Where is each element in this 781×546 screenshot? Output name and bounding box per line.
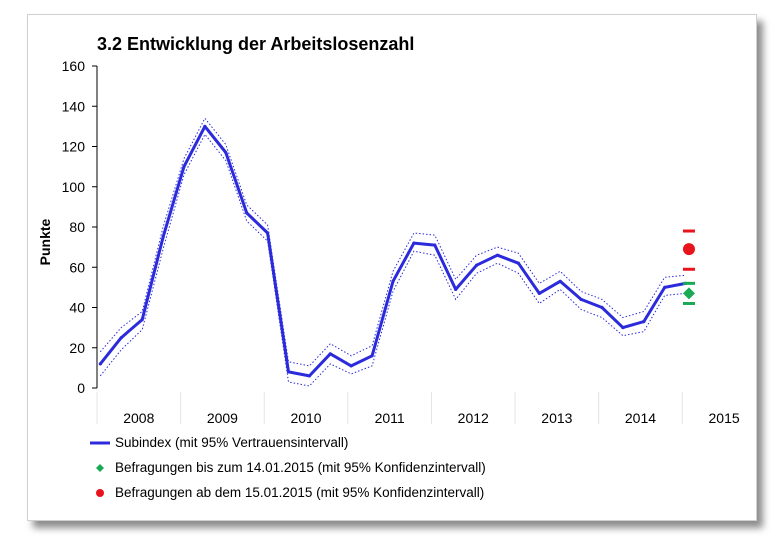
x-tick-label: 2015 (709, 410, 740, 426)
y-tick-label: 60 (69, 259, 85, 275)
subindex-point (265, 231, 270, 235)
chart-title: 3.2 Entwicklung der Arbeitslosenzahl (97, 34, 414, 54)
subindex-point (182, 165, 186, 169)
y-tick-label: 40 (69, 300, 85, 316)
legend-diamond-swatch (96, 464, 104, 472)
legend: Subindex (mit 95% Vertrauensintervall) Be… (90, 435, 486, 500)
x-tick-label: 2011 (375, 410, 405, 426)
chart-card (27, 14, 757, 521)
subindex-point (286, 370, 291, 374)
upper-confidence-line (99, 117, 686, 367)
x-tick-label: 2008 (123, 410, 154, 426)
y-tick-label: 0 (77, 380, 85, 396)
survey-1-diamond-point (682, 287, 695, 300)
subindex-point (98, 362, 102, 366)
subindex-point (663, 285, 667, 289)
y-tick-label: 160 (62, 58, 86, 74)
subindex-point (140, 317, 144, 322)
subindex-point (307, 374, 311, 378)
subindex-point (161, 235, 165, 239)
y-tick-label: 100 (62, 179, 86, 195)
subindex-point (370, 354, 374, 358)
subindex-point (516, 261, 521, 265)
y-tick-label: 140 (62, 98, 86, 114)
subindex-point (495, 253, 500, 257)
subindex-point (245, 211, 249, 215)
legend-label: Subindex (mit 95% Vertrauensintervall) (115, 435, 348, 450)
x-tick-label: 2014 (625, 410, 656, 426)
subindex-point (600, 305, 604, 310)
y-axis-label: Punkte (37, 218, 53, 265)
subindex-point (558, 279, 562, 283)
subindex-point (475, 263, 479, 267)
subindex-line (99, 124, 686, 378)
y-tick-label: 20 (69, 340, 85, 356)
legend-circle-swatch (96, 489, 104, 497)
subindex-point (349, 364, 353, 368)
legend-label: Befragungen ab dem 15.01.2015 (mit 95% K… (115, 485, 484, 500)
legend-label: Befragungen bis zum 14.01.2015 (mit 95% … (115, 460, 486, 475)
subindex-point (203, 124, 207, 128)
plot-area: 0 20 40 60 80 100 120 140 160 2008 2009 2010 2011 201… (62, 58, 740, 426)
x-tick-label: 2013 (541, 410, 572, 426)
y-tick-label: 80 (69, 219, 85, 235)
subindex-point (391, 279, 395, 283)
subindex-point (119, 336, 123, 340)
subindex-point (454, 287, 458, 291)
subindex-point (224, 150, 228, 155)
subindex-point (621, 326, 625, 330)
subindex-point (642, 319, 646, 324)
x-tick-label: 2012 (458, 410, 489, 426)
subindex-point (537, 291, 541, 296)
y-tick-label: 120 (62, 139, 86, 155)
subindex-point (328, 352, 332, 356)
survey-2-circle-point (682, 243, 695, 256)
subindex-point (412, 241, 416, 245)
subindex-point (579, 297, 583, 302)
x-tick-label: 2010 (290, 410, 321, 426)
subindex-point (433, 243, 437, 247)
x-tick-label: 2009 (207, 410, 238, 426)
lower-confidence-line (99, 133, 686, 387)
